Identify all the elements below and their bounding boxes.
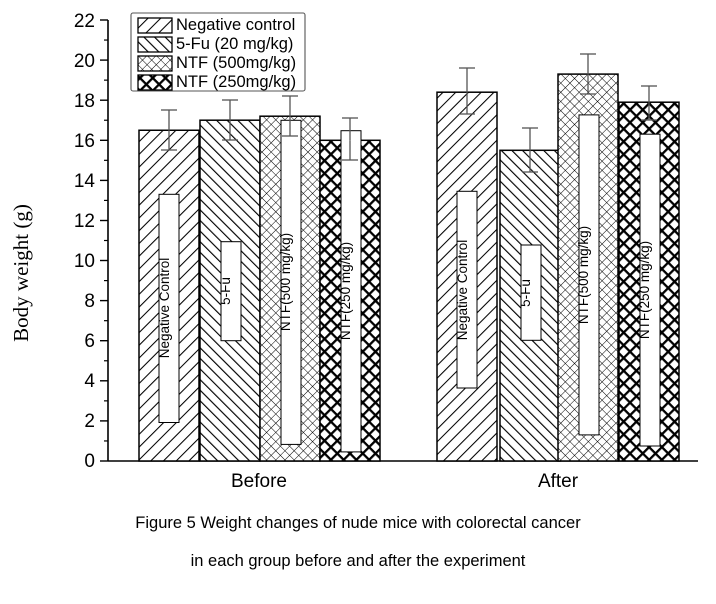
svg-text:16: 16: [74, 131, 95, 152]
svg-text:Negative Control: Negative Control: [157, 258, 172, 359]
svg-text:NTF (250mg/kg): NTF (250mg/kg): [176, 73, 296, 91]
svg-text:After: After: [538, 471, 579, 492]
svg-text:NTF (500mg/kg): NTF (500mg/kg): [176, 54, 296, 72]
svg-text:NTF(250 mg/kg): NTF(250 mg/kg): [338, 242, 353, 340]
svg-text:12: 12: [74, 211, 95, 232]
svg-text:6: 6: [84, 331, 95, 352]
svg-text:5-Fu: 5-Fu: [518, 279, 533, 307]
svg-text:20: 20: [74, 51, 95, 72]
svg-text:22: 22: [74, 11, 95, 32]
svg-text:Figure 5 Weight changes of nud: Figure 5 Weight changes of nude mice wit…: [135, 514, 581, 532]
svg-text:NTF(250 mg/kg): NTF(250 mg/kg): [637, 241, 652, 339]
svg-text:NTF(500 mg/kg): NTF(500 mg/kg): [576, 226, 591, 324]
svg-text:2: 2: [84, 411, 95, 432]
svg-text:5-Fu: 5-Fu: [218, 277, 233, 305]
svg-text:10: 10: [74, 251, 95, 272]
svg-text:Body weight (g): Body weight (g): [9, 204, 33, 342]
svg-text:in each group before and after: in each group before and after the exper…: [191, 552, 526, 570]
svg-text:8: 8: [84, 291, 95, 312]
svg-text:Negative control: Negative control: [176, 16, 295, 34]
svg-text:0: 0: [84, 451, 95, 472]
svg-text:4: 4: [84, 371, 95, 392]
svg-text:14: 14: [74, 171, 96, 192]
svg-text:NTF(500 mg/kg): NTF(500 mg/kg): [278, 233, 293, 331]
svg-text:5-Fu (20 mg/kg): 5-Fu (20 mg/kg): [176, 35, 293, 53]
svg-text:Before: Before: [231, 471, 287, 492]
svg-text:18: 18: [74, 91, 95, 112]
svg-text:Negative Control: Negative Control: [455, 240, 470, 341]
